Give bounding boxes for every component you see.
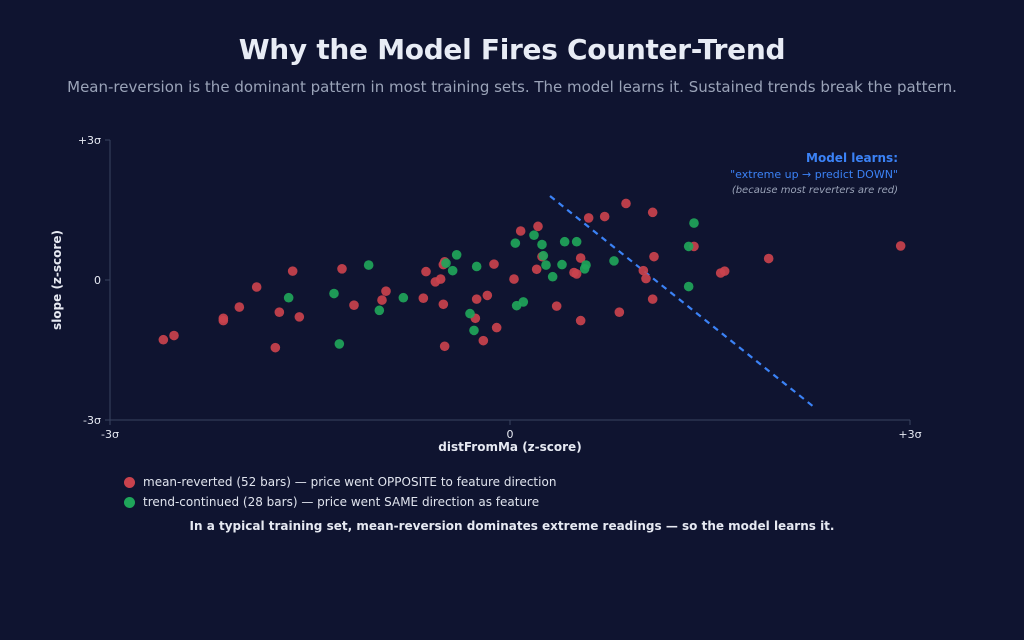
data-points <box>158 198 906 353</box>
mean-reverted-point <box>234 302 245 312</box>
annotation-note: (because most reverters are red) <box>731 185 898 196</box>
trend-continued-point <box>689 218 699 228</box>
y-axis-title: slope (z-score) <box>50 230 64 330</box>
trend-continued-point <box>609 256 619 266</box>
legend-item-trend-continued: trend-continued (28 bars) — price went S… <box>124 492 556 512</box>
model-decision-line <box>549 195 814 407</box>
trend-continued-point <box>283 292 294 303</box>
legend-swatch-green <box>124 496 135 508</box>
x-axis-title: distFromMa (z-score) <box>438 440 581 454</box>
mean-reverted-point <box>478 335 489 346</box>
y-tick-label: +3σ <box>78 134 101 147</box>
trend-continued-point <box>683 241 694 252</box>
trend-continued-point <box>518 297 529 307</box>
mean-reverted-point <box>274 307 285 318</box>
trend-continued-point <box>683 281 694 292</box>
mean-reverted-point <box>421 266 431 277</box>
mean-reverted-point <box>294 312 305 322</box>
mean-reverted-point <box>895 241 906 251</box>
trend-continued-point <box>538 250 549 261</box>
model-annotation: Model learns: "extreme up → predict DOWN… <box>730 150 898 198</box>
mean-reverted-point <box>489 259 499 269</box>
mean-reverted-point <box>471 294 482 304</box>
mean-reverted-point <box>287 266 298 276</box>
mean-reverted-point <box>438 299 449 310</box>
mean-reverted-point <box>533 221 543 232</box>
mean-reverted-point <box>435 274 446 284</box>
trend-continued-point <box>559 236 570 247</box>
x-tick-label: -3σ <box>101 428 119 441</box>
trend-continued-point <box>571 236 582 247</box>
chart-subtitle: Mean-reversion is the dominant pattern i… <box>67 78 957 96</box>
mean-reverted-point <box>158 334 169 345</box>
trend-continued-point <box>329 288 339 299</box>
mean-reverted-point <box>641 273 651 284</box>
mean-reverted-point <box>515 226 526 236</box>
mean-reverted-point <box>719 266 730 276</box>
mean-reverted-point <box>614 307 625 318</box>
mean-reverted-point <box>509 274 519 284</box>
mean-reverted-point <box>531 264 542 275</box>
mean-reverted-point <box>482 290 493 301</box>
trend-continued-point <box>465 308 475 319</box>
trend-continued-point <box>547 271 558 282</box>
mean-reverted-point <box>491 322 502 333</box>
trend-continued-point <box>581 260 591 270</box>
legend-label-trend-continued: trend-continued (28 bars) — price went S… <box>143 495 540 509</box>
trend-continued-point <box>537 239 547 250</box>
trend-continued-point <box>374 305 385 316</box>
mean-reverted-point <box>599 211 610 222</box>
chart-title: Why the Model Fires Counter-Trend <box>238 33 786 66</box>
mean-reverted-point <box>649 251 659 262</box>
trend-continued-point <box>557 259 567 270</box>
mean-reverted-point <box>575 253 586 263</box>
mean-reverted-point <box>551 301 562 311</box>
axis-ticks: +3σ 0 -3σ-3σ 0 +3σ <box>78 134 922 441</box>
mean-reverted-point <box>647 207 658 218</box>
y-tick-label: -3σ <box>83 414 101 427</box>
mean-reverted-point <box>621 198 631 209</box>
trend-continued-point <box>334 339 345 349</box>
mean-reverted-point <box>583 213 594 223</box>
annotation-rule: "extreme up → predict DOWN" <box>730 168 898 181</box>
footnote: In a typical training set, mean-reversio… <box>189 519 835 533</box>
trend-continued-point <box>447 265 458 276</box>
mean-reverted-point <box>647 294 658 304</box>
mean-reverted-point <box>575 315 586 326</box>
trend-continued-point <box>451 250 462 260</box>
mean-reverted-point <box>270 342 281 353</box>
mean-reverted-point <box>571 269 582 279</box>
x-tick-label: 0 <box>507 428 514 441</box>
trend-continued-point <box>510 238 521 248</box>
x-tick-label: +3σ <box>898 428 921 441</box>
mean-reverted-point <box>349 300 359 311</box>
mean-reverted-point <box>638 265 649 276</box>
mean-reverted-point <box>439 341 450 352</box>
mean-reverted-point <box>377 295 387 305</box>
trend-continued-point <box>471 261 482 272</box>
legend-item-mean-reverted: mean-reverted (52 bars) — price went OPP… <box>124 472 556 492</box>
y-tick-label: 0 <box>94 274 101 287</box>
trend-continued-point <box>541 260 551 270</box>
legend-swatch-red <box>124 476 135 488</box>
trend-continued-point <box>529 230 539 240</box>
trend-continued-point <box>469 325 479 336</box>
legend-label-mean-reverted: mean-reverted (52 bars) — price went OPP… <box>143 475 557 489</box>
mean-reverted-point <box>169 330 179 341</box>
trend-continued-point <box>398 292 409 303</box>
mean-reverted-point <box>418 293 429 304</box>
mean-reverted-point <box>381 286 391 297</box>
trend-continued-point <box>441 258 451 269</box>
mean-reverted-point <box>218 315 229 326</box>
legend: mean-reverted (52 bars) — price went OPP… <box>124 472 556 512</box>
trend-continued-point <box>363 260 374 270</box>
annotation-title: Model learns: <box>806 151 898 165</box>
mean-reverted-point <box>251 282 262 292</box>
mean-reverted-point <box>337 264 347 274</box>
mean-reverted-point <box>763 253 774 264</box>
